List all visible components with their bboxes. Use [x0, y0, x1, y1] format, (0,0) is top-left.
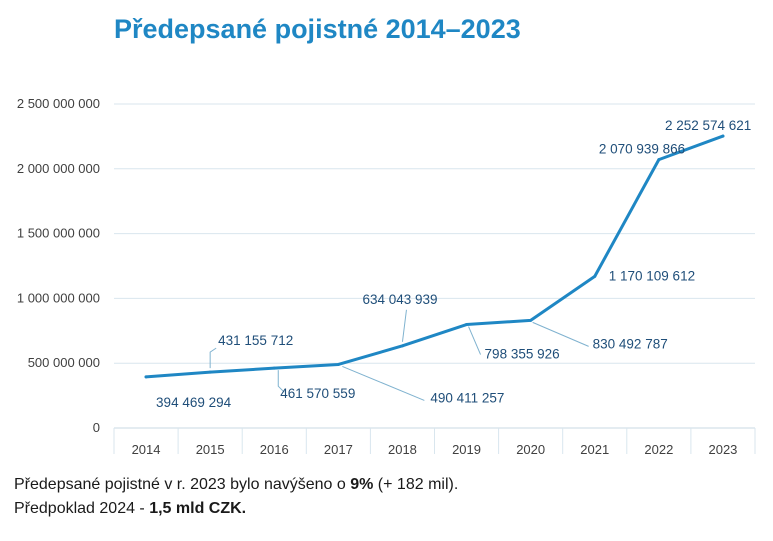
note-line-2: Předpoklad 2024 - 1,5 mld CZK.	[14, 500, 246, 518]
label-leader	[209, 347, 217, 369]
note-1-tail: (+ 182 mil).	[373, 476, 459, 493]
gridlines	[114, 103, 755, 429]
x-tick-label: 2015	[196, 442, 225, 457]
data-point	[272, 366, 276, 370]
data-point	[529, 318, 533, 322]
label-leader	[401, 309, 407, 342]
label-leader	[342, 365, 425, 401]
y-tick-label: 0	[93, 420, 100, 435]
x-tick-label: 2023	[708, 442, 737, 457]
x-tick-label: 2017	[324, 442, 353, 457]
x-tick-label: 2014	[132, 442, 161, 457]
y-tick-label: 2 500 000 000	[17, 96, 100, 111]
y-tick-label: 1 000 000 000	[17, 290, 100, 305]
line-chart: 0 500 000 000 1 000 000 000 1 500 000 000 2 …	[17, 96, 756, 457]
y-tick-label: 2 000 000 000	[17, 161, 100, 176]
chart-title: Předepsané pojistné 2014–2023	[114, 14, 521, 44]
data-label-leaders	[209, 309, 589, 401]
note-2-text: Předpoklad 2024 -	[14, 500, 150, 517]
data-label: 490 411 257	[430, 390, 504, 405]
data-label: 461 570 559	[280, 386, 355, 401]
label-leader	[532, 321, 589, 347]
data-label: 798 355 926	[485, 347, 560, 362]
x-tick-label: 2019	[452, 442, 481, 457]
data-point	[465, 323, 469, 327]
y-tick-label: 1 500 000 000	[17, 226, 100, 241]
data-point	[336, 362, 340, 366]
note-1-text: Předepsané pojistné v r. 2023 bylo navýš…	[14, 476, 351, 493]
y-tick-label: 500 000 000	[28, 355, 100, 370]
note-1-highlight: 9%	[350, 476, 374, 493]
data-label: 2 252 574 621	[665, 118, 751, 133]
y-axis: 0 500 000 000 1 000 000 000 1 500 000 000 2 …	[17, 96, 100, 435]
data-point	[208, 370, 212, 374]
data-point	[144, 375, 148, 379]
x-axis: 2014 2015 2016 2017 2018 2019 2020 2021 2022 2023	[113, 428, 756, 457]
data-point	[657, 158, 661, 162]
note-line-1: Předepsané pojistné v r. 2023 bylo navýš…	[14, 476, 458, 494]
data-point	[721, 134, 725, 138]
label-leader	[277, 370, 285, 393]
data-label: 431 155 712	[218, 333, 293, 348]
series-layer	[144, 134, 725, 379]
data-label: 2 070 939 866	[599, 142, 685, 157]
data-label: 394 469 294	[156, 395, 232, 410]
x-tick-label: 2020	[516, 442, 545, 457]
x-tick-label: 2018	[388, 442, 417, 457]
data-point	[593, 274, 597, 278]
data-point	[400, 344, 404, 348]
data-label: 634 043 939	[362, 292, 437, 307]
x-tick-label: 2021	[580, 442, 609, 457]
note-2-highlight: 1,5 mld CZK.	[149, 500, 247, 517]
data-label: 1 170 109 612	[609, 268, 695, 283]
label-leader	[468, 326, 482, 355]
data-labels: 394 469 294 431 155 712 461 570 559 490 411…	[156, 118, 751, 410]
x-tick-label: 2016	[260, 442, 289, 457]
series-line	[144, 134, 725, 379]
x-tick-label: 2022	[644, 442, 673, 457]
data-label: 830 492 787	[593, 336, 668, 351]
